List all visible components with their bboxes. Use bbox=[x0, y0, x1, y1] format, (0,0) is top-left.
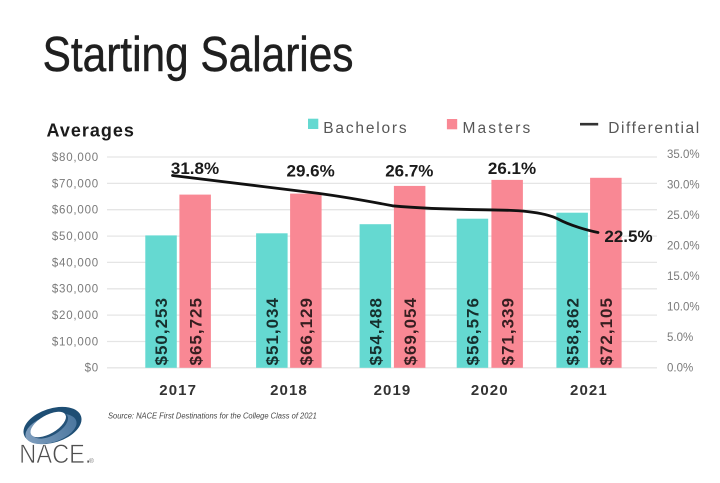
svg-text:$10,000: $10,000 bbox=[52, 336, 99, 348]
svg-text:$66,129: $66,129 bbox=[297, 297, 316, 365]
svg-text:$60,000: $60,000 bbox=[52, 205, 99, 217]
svg-text:31.8%: 31.8% bbox=[171, 159, 219, 178]
svg-text:$58,862: $58,862 bbox=[563, 297, 582, 365]
svg-text:Averages: Averages bbox=[47, 120, 135, 140]
svg-text:Source: NACE First Destination: Source: NACE First Destinations for the … bbox=[108, 411, 317, 420]
svg-text:$30,000: $30,000 bbox=[52, 284, 99, 296]
svg-text:30.0%: 30.0% bbox=[667, 179, 700, 191]
svg-text:35.0%: 35.0% bbox=[667, 149, 700, 161]
svg-text:29.6%: 29.6% bbox=[286, 162, 334, 181]
svg-text:$50,253: $50,253 bbox=[152, 297, 171, 365]
svg-text:$69,054: $69,054 bbox=[401, 297, 420, 365]
svg-text:Starting Salaries: Starting Salaries bbox=[43, 27, 354, 82]
svg-text:$80,000: $80,000 bbox=[52, 152, 99, 164]
svg-text:$51,034: $51,034 bbox=[263, 297, 282, 365]
svg-text:$50,000: $50,000 bbox=[52, 231, 99, 243]
svg-text:Masters: Masters bbox=[463, 120, 533, 137]
svg-text:$71,339: $71,339 bbox=[498, 297, 517, 365]
svg-text:®: ® bbox=[89, 457, 94, 465]
svg-text:10.0%: 10.0% bbox=[667, 301, 700, 313]
svg-text:$70,000: $70,000 bbox=[52, 178, 99, 190]
svg-text:15.0%: 15.0% bbox=[667, 271, 700, 283]
svg-text:$20,000: $20,000 bbox=[52, 310, 99, 322]
svg-text:22.5%: 22.5% bbox=[604, 227, 652, 246]
svg-text:$72,105: $72,105 bbox=[597, 297, 616, 365]
svg-text:Differential: Differential bbox=[608, 120, 700, 137]
svg-text:NACE.: NACE. bbox=[19, 440, 91, 470]
svg-text:2017: 2017 bbox=[159, 382, 197, 399]
svg-text:2019: 2019 bbox=[374, 382, 412, 399]
svg-text:0.0%: 0.0% bbox=[667, 362, 693, 374]
svg-text:$65,725: $65,725 bbox=[186, 297, 205, 365]
svg-text:26.1%: 26.1% bbox=[488, 159, 536, 178]
svg-text:2018: 2018 bbox=[270, 382, 308, 399]
svg-text:26.7%: 26.7% bbox=[385, 162, 433, 181]
svg-text:25.0%: 25.0% bbox=[667, 210, 700, 222]
svg-text:20.0%: 20.0% bbox=[667, 240, 700, 252]
svg-text:$0: $0 bbox=[85, 363, 99, 375]
svg-text:$54,488: $54,488 bbox=[367, 297, 386, 365]
svg-text:2021: 2021 bbox=[570, 382, 608, 399]
svg-text:2020: 2020 bbox=[471, 382, 509, 399]
svg-text:5.0%: 5.0% bbox=[667, 332, 693, 344]
svg-text:Bachelors: Bachelors bbox=[323, 120, 408, 137]
svg-text:$56,576: $56,576 bbox=[464, 297, 483, 365]
svg-text:$40,000: $40,000 bbox=[52, 257, 99, 269]
